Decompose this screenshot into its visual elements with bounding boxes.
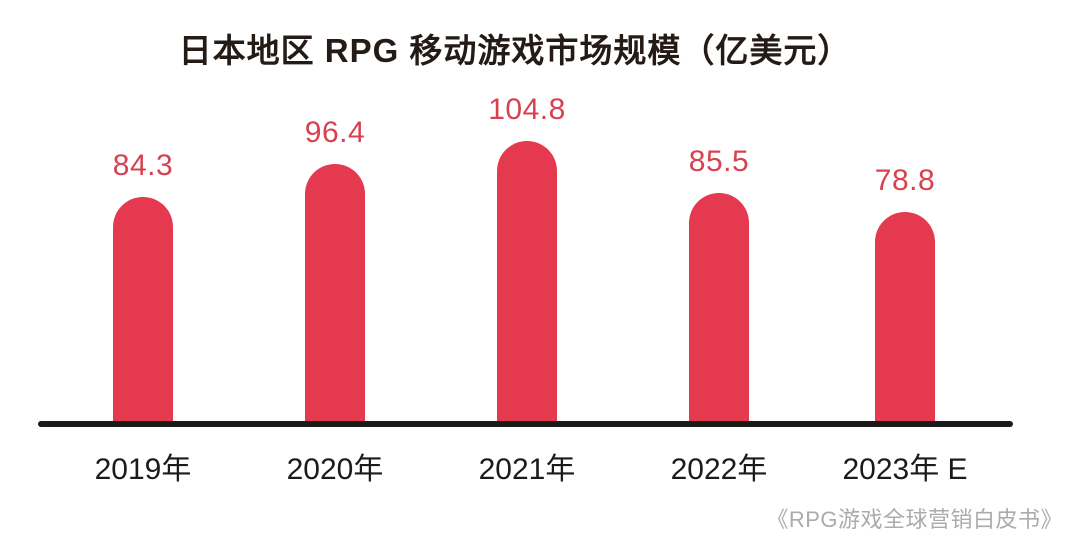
x-label-2021: 2021年 bbox=[478, 453, 576, 486]
value-label-2019: 84.3 bbox=[112, 149, 174, 182]
value-label-2022: 85.5 bbox=[688, 145, 750, 178]
bar-2022 bbox=[689, 193, 749, 426]
value-label-2021: 104.8 bbox=[488, 93, 566, 126]
x-label-2023e: 2023年 E bbox=[842, 453, 968, 486]
x-label-2022: 2022年 bbox=[670, 453, 768, 486]
bar-2021 bbox=[497, 141, 557, 426]
value-label-2020: 96.4 bbox=[304, 116, 366, 149]
x-label-2019: 2019年 bbox=[94, 453, 192, 486]
bar-2023e bbox=[875, 212, 935, 426]
x-axis-line bbox=[38, 421, 1013, 427]
value-label-2023e: 78.8 bbox=[874, 164, 936, 197]
bar-2019 bbox=[113, 197, 173, 426]
x-label-2020: 2020年 bbox=[286, 453, 384, 486]
chart-title: 日本地区 RPG 移动游戏市场规模（亿美元） bbox=[178, 32, 852, 69]
bar-2020 bbox=[305, 164, 365, 426]
source-note: 《RPG游戏全球营销白皮书》 bbox=[766, 507, 1063, 532]
